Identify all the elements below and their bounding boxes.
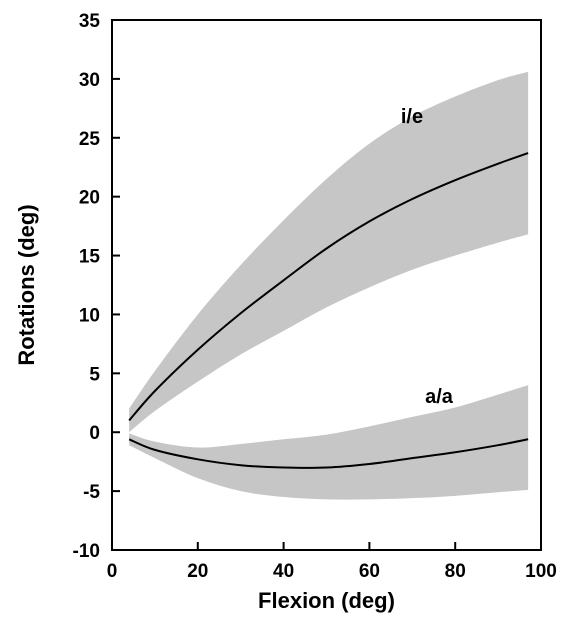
y-tick-label: 25 [79, 129, 101, 150]
y-tick-label: 10 [79, 305, 100, 326]
plot-frame [111, 19, 542, 551]
y-tick-label: 15 [79, 247, 101, 268]
lines-layer [128, 152, 529, 469]
band-aa [129, 385, 529, 500]
y-tick-label: -5 [83, 482, 100, 503]
series-label-ie: i/e [401, 106, 423, 128]
series-label-aa: a/a [425, 386, 454, 408]
x-tick-label: 100 [525, 561, 557, 582]
x-tick-label: 20 [187, 561, 208, 582]
x-tick-label: 40 [273, 561, 294, 582]
y-tick-label: 0 [89, 423, 100, 444]
bands-layer [129, 71, 529, 500]
y-tick-label: 35 [79, 11, 101, 32]
mean-line-ie [128, 152, 529, 422]
y-tick-label: 30 [79, 70, 100, 91]
band-ie [129, 71, 529, 433]
y-tick-label: -10 [73, 541, 100, 562]
x-tick-label: 0 [107, 561, 118, 582]
mean-line-aa [128, 438, 529, 469]
y-tick-label: 5 [89, 364, 100, 385]
x-tick-label: 60 [359, 561, 380, 582]
y-tick-label: 20 [79, 188, 100, 209]
ticks-layer: 0 20 40 60 80 100 -10 -5 0 5 10 15 20 25 30 35 [73, 11, 557, 582]
x-axis-title: Flexion (deg) [258, 588, 395, 613]
y-axis-title: Rotations (deg) [14, 204, 39, 365]
labels-layer: i/e a/a [401, 106, 454, 408]
x-tick-label: 80 [445, 561, 466, 582]
